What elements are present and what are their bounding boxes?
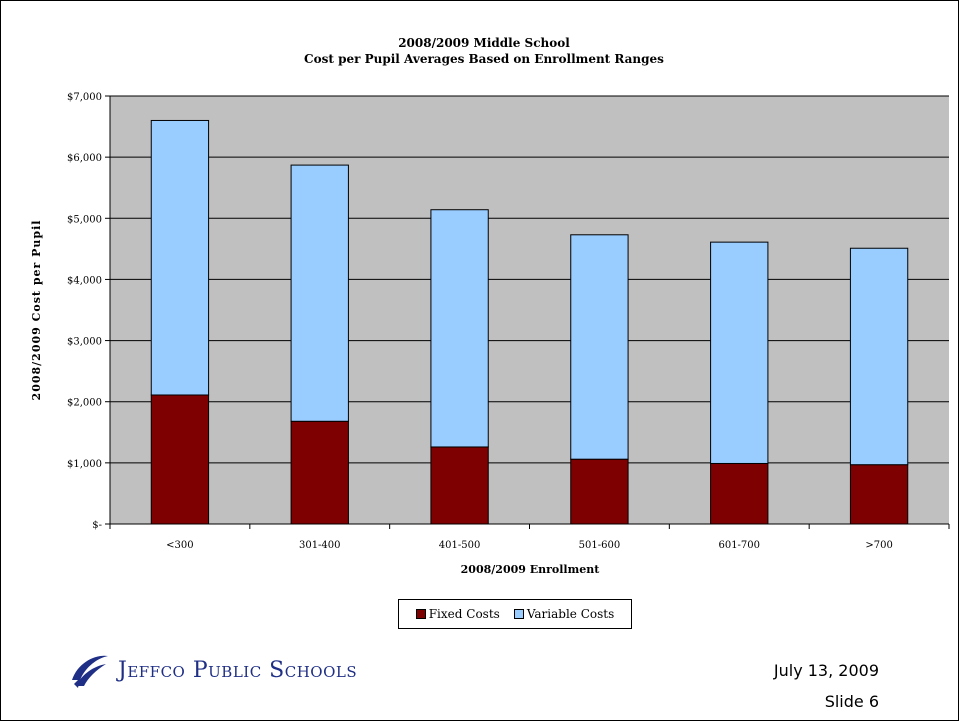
legend-label-fixed: Fixed Costs xyxy=(428,607,500,621)
y-tick-label: $5,000 xyxy=(67,214,102,225)
bars xyxy=(150,119,909,525)
legend: Fixed Costs Variable Costs xyxy=(398,599,632,629)
gridlines xyxy=(110,95,949,464)
bar-variable-4 xyxy=(710,241,769,464)
logo-text: Jeffco Public Schools xyxy=(118,657,358,683)
legend-item-fixed: Fixed Costs xyxy=(415,607,500,621)
bar-variable-3 xyxy=(570,234,629,460)
plot-area xyxy=(110,96,949,524)
bar-variable-2 xyxy=(430,209,489,448)
y-tick-label: $- xyxy=(92,520,102,531)
bar-fixed-3 xyxy=(570,458,629,525)
y-tick-label: $1,000 xyxy=(67,459,102,470)
legend-item-variable: Variable Costs xyxy=(513,607,615,621)
chart-title: 2008/2009 Middle School xyxy=(398,36,570,50)
logo-swoosh-icon xyxy=(72,655,108,688)
stacked-bar-chart: 2008/2009 Middle School Cost per Pupil A… xyxy=(30,36,950,576)
bar-fixed-5 xyxy=(849,464,909,525)
chart-subtitle: Cost per Pupil Averages Based on Enrollm… xyxy=(304,52,664,66)
x-axis: <300 301-400 401-500 501-600 601-700 >700 xyxy=(109,523,950,551)
slide-number: Slide 6 xyxy=(824,692,879,711)
jeffco-logo: Jeffco Public Schools xyxy=(68,650,357,690)
bar-variable-1 xyxy=(290,164,349,422)
y-tick-label: $4,000 xyxy=(67,275,102,286)
y-tick-label: $2,000 xyxy=(67,398,102,409)
y-axis: $- $1,000 $2,000 $3,000 $4,000 $5,000 $6,000 $7… xyxy=(67,92,111,531)
x-axis-label: 2008/2009 Enrollment xyxy=(461,563,601,576)
x-tick-label: 601-700 xyxy=(718,540,760,551)
bar-fixed-2 xyxy=(430,446,489,525)
y-tick-label: $7,000 xyxy=(67,92,102,103)
y-axis-label: 2008/2009 Cost per Pupil xyxy=(30,220,43,401)
legend-swatch-variable xyxy=(513,609,524,619)
bar-fixed-1 xyxy=(290,420,349,525)
slide-date: July 13, 2009 xyxy=(773,661,879,680)
y-tick-label: $3,000 xyxy=(67,337,102,348)
bar-fixed-0 xyxy=(150,394,210,525)
x-tick-label: 301-400 xyxy=(299,540,341,551)
bar-variable-5 xyxy=(849,247,909,466)
legend-label-variable: Variable Costs xyxy=(526,607,615,621)
bar-fixed-4 xyxy=(710,462,769,525)
x-tick-label: >700 xyxy=(865,540,892,551)
x-tick-label: <300 xyxy=(166,540,193,551)
y-tick-label: $6,000 xyxy=(67,153,102,164)
x-tick-label: 501-600 xyxy=(579,540,621,551)
x-tick-label: 401-500 xyxy=(439,540,481,551)
bar-variable-0 xyxy=(150,119,210,396)
legend-swatch-fixed xyxy=(415,609,426,619)
